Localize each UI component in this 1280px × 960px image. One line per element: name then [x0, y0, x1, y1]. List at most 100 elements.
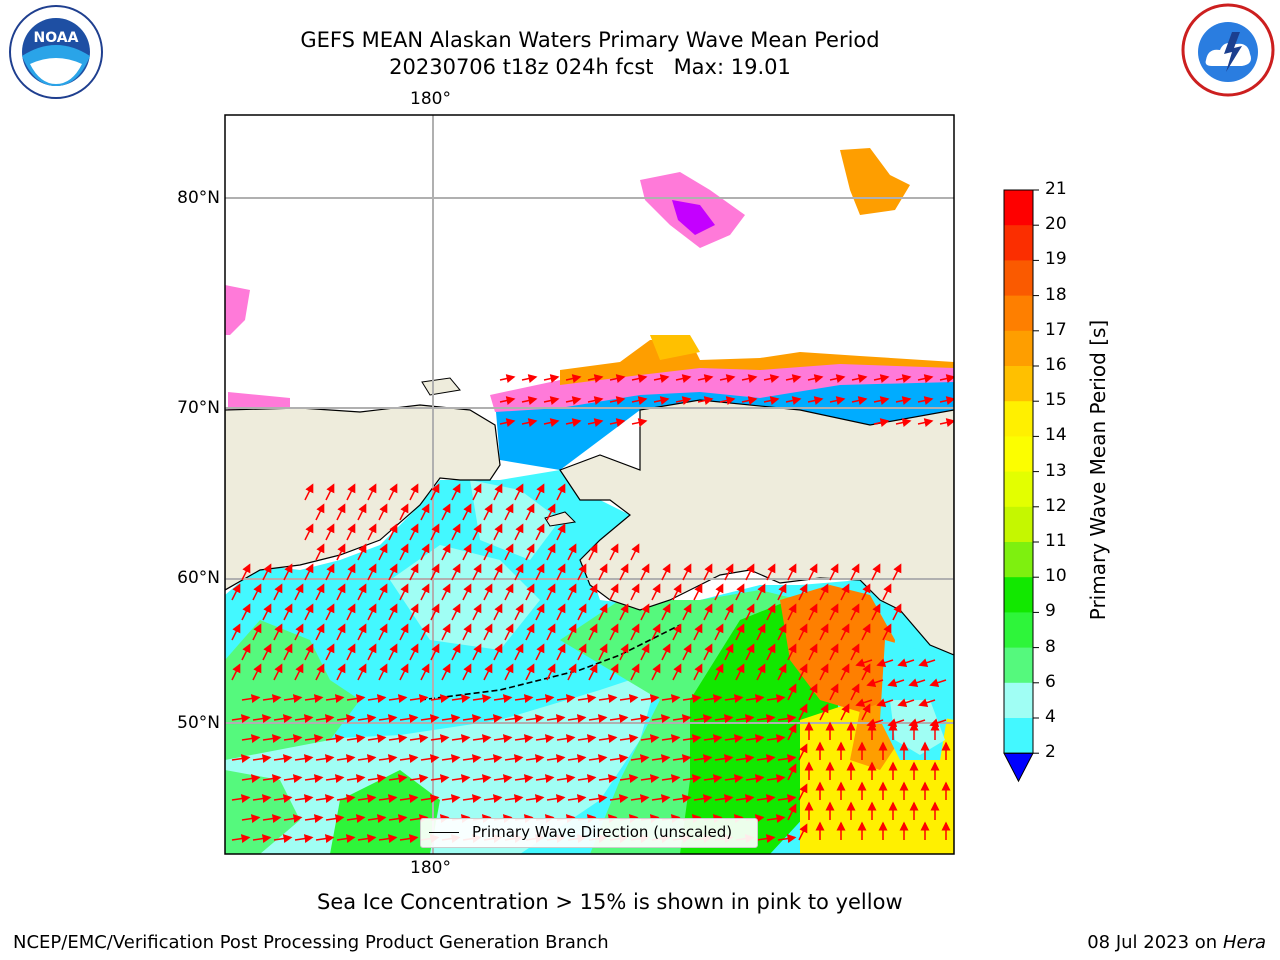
- wave-arrow: [787, 643, 797, 661]
- wave-arrow: [693, 754, 713, 764]
- wave-arrow: [588, 714, 608, 724]
- wave-arrow: [367, 694, 387, 704]
- colorbar-segment: [1004, 682, 1033, 719]
- colorbar-segment: [1004, 330, 1033, 367]
- wave-arrow: [525, 623, 535, 641]
- wave-arrow: [724, 774, 744, 784]
- footer-left: NCEP/EMC/Verification Post Processing Pr…: [13, 932, 609, 953]
- wave-arrow: [514, 694, 534, 704]
- wave-arrow: [325, 774, 345, 784]
- wave-arrow: [661, 643, 671, 661]
- wave-direction-arrows: [231, 374, 954, 844]
- wave-arrow: [939, 374, 954, 383]
- colorbar-tick-label: 21: [1045, 179, 1067, 199]
- wave-arrow: [675, 396, 692, 405]
- wave-arrow: [661, 563, 671, 581]
- wave-arrow: [808, 643, 818, 661]
- wave-arrow: [556, 603, 566, 621]
- wave-arrow: [587, 418, 604, 427]
- wave-arrow: [483, 754, 503, 764]
- wave-arrow: [598, 734, 618, 744]
- wave-arrow: [756, 583, 766, 601]
- wave-arrow: [653, 374, 670, 383]
- wave-arrow: [609, 754, 629, 764]
- wave-arrow: [546, 754, 566, 764]
- wave-arrow: [535, 603, 545, 621]
- wave-arrow: [325, 643, 335, 661]
- wave-arrow: [807, 374, 824, 383]
- wave-arrow: [651, 663, 661, 681]
- wave-arrow: [840, 703, 850, 721]
- wave-arrow: [895, 396, 912, 405]
- wave-arrow: [283, 563, 293, 581]
- wave-arrow: [346, 523, 356, 541]
- wave-arrow: [252, 663, 262, 681]
- wave-arrow: [451, 603, 461, 621]
- wave-arrow: [472, 483, 482, 501]
- wave-arrow: [504, 623, 514, 641]
- wave-arrow: [399, 663, 409, 681]
- wave-arrow: [619, 603, 629, 621]
- wave-arrow: [693, 583, 703, 601]
- wave-arrow: [682, 643, 692, 661]
- wave-arrow: [483, 714, 503, 724]
- wave-arrow: [325, 563, 335, 581]
- wave-arrow: [766, 694, 786, 704]
- wave-arrow: [399, 543, 409, 561]
- wave-arrow: [777, 714, 797, 724]
- wave-arrow: [640, 603, 650, 621]
- wave-arrow: [917, 396, 934, 405]
- wave-arrow: [609, 374, 626, 383]
- wave-arrow: [430, 774, 450, 784]
- wave-arrow: [535, 774, 555, 784]
- wave-arrow: [798, 823, 808, 841]
- wave-arrow: [231, 663, 241, 681]
- wave-arrow: [588, 623, 598, 641]
- wave-arrow: [873, 418, 890, 427]
- wave-arrow: [661, 694, 681, 704]
- wave-arrow: [741, 374, 758, 383]
- wave-arrow: [472, 603, 482, 621]
- wave-arrow: [724, 694, 744, 704]
- wave-arrow: [451, 694, 471, 704]
- wave-arrow: [535, 694, 555, 704]
- wave-arrow: [273, 754, 293, 764]
- colorbar-tick-label: 19: [1045, 249, 1067, 270]
- wave-arrow: [441, 503, 451, 521]
- wave-arrow: [441, 714, 461, 724]
- colorbar-tick-label: 2: [1045, 742, 1056, 763]
- wave-arrow: [462, 623, 472, 641]
- wave-arrow: [430, 643, 440, 661]
- wave-arrow: [861, 663, 871, 681]
- wave-arrow: [315, 543, 325, 561]
- wave-arrow: [565, 374, 582, 383]
- wave-arrow: [283, 814, 303, 824]
- wave-arrow: [378, 623, 388, 641]
- wave-arrow: [525, 663, 535, 681]
- wave-arrow: [409, 734, 429, 744]
- wave-arrow: [756, 834, 776, 844]
- wave-arrow: [640, 774, 660, 784]
- wave-arrow: [861, 583, 871, 601]
- wave-arrow: [241, 774, 261, 784]
- wave-arrow: [462, 754, 482, 764]
- wave-arrow: [315, 583, 325, 601]
- wave-arrow: [609, 396, 626, 405]
- wave-arrow: [273, 834, 293, 844]
- wave-arrow: [588, 663, 598, 681]
- wave-arrow: [766, 734, 786, 744]
- wave-arrow: [525, 714, 545, 724]
- wave-arrow: [493, 774, 513, 784]
- wave-arrow: [871, 603, 881, 621]
- wave-arrow: [378, 794, 398, 804]
- colorbar-tick-label: 17: [1045, 319, 1067, 340]
- wave-arrow: [304, 603, 314, 621]
- wave-arrow: [630, 714, 650, 724]
- wave-arrow: [420, 543, 430, 561]
- wave-arrow: [399, 794, 419, 804]
- legend-label: Primary Wave Direction (unscaled): [472, 823, 733, 841]
- wave-arrow: [304, 814, 324, 824]
- colorbar-segment: [1004, 436, 1033, 473]
- wave-arrow: [714, 794, 734, 804]
- wave-arrow: [917, 374, 934, 383]
